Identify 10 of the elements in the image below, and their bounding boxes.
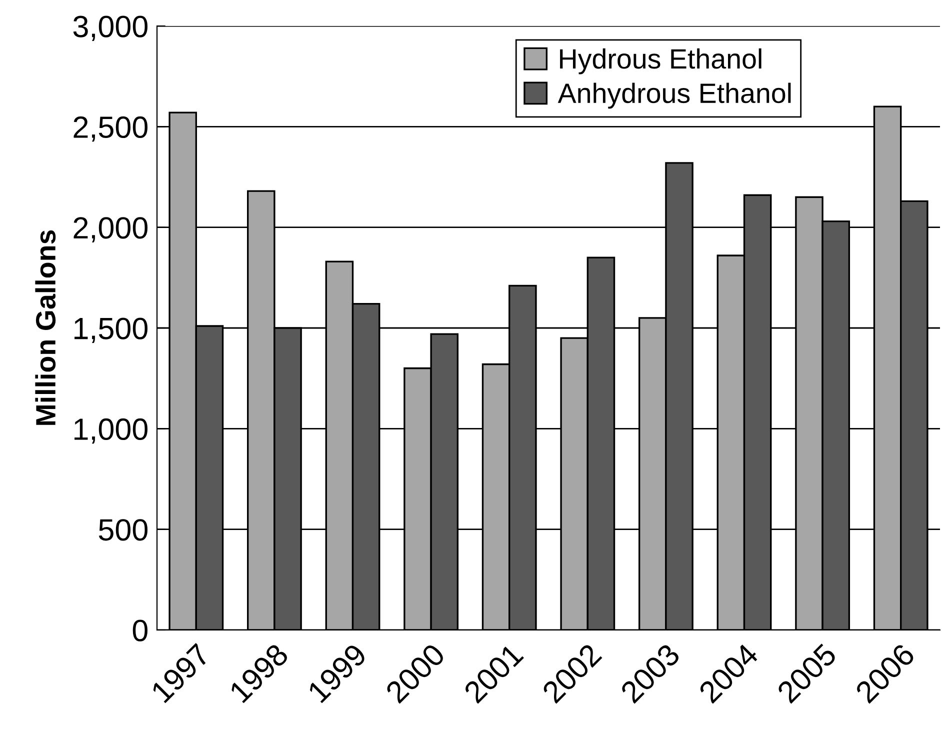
y-tick-label: 1,000 — [74, 418, 148, 444]
y-tick-label: 3,000 — [73, 16, 148, 41]
y-tick-label: 1,500 — [74, 318, 148, 343]
y-tick-label: 2,500 — [74, 116, 148, 142]
y-tick-label: 500 — [98, 519, 148, 541]
legend-label: Anhydrous Ethanol — [558, 82, 791, 109]
y-axis-title: Million Gallons — [35, 230, 56, 425]
y-tick-label: 0 — [132, 620, 148, 642]
y-tick-label: 2,000 — [74, 217, 148, 242]
legend-label: Hydrous Ethanol — [560, 48, 762, 74]
